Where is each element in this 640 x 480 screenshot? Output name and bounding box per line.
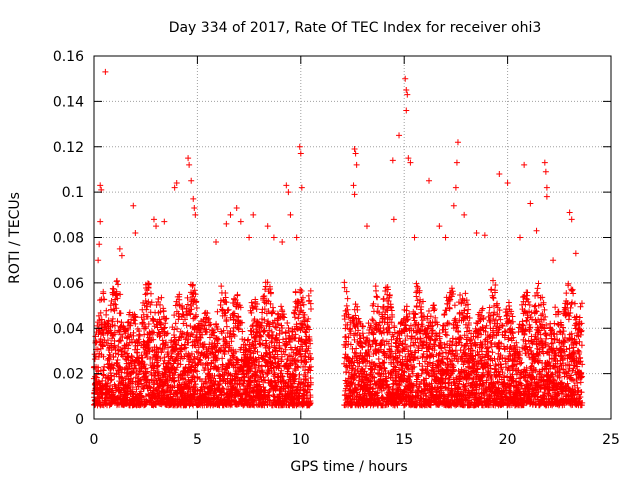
data-point — [436, 223, 443, 230]
data-point — [227, 211, 234, 218]
data-point — [132, 229, 139, 236]
x-tick-label: 10 — [292, 432, 310, 448]
data-point — [351, 191, 358, 198]
data-point — [504, 180, 511, 187]
data-point — [150, 216, 157, 223]
data-point — [403, 107, 410, 114]
y-tick-label: 0.16 — [53, 49, 84, 65]
data-point — [389, 157, 396, 164]
y-tick-label: 0.1 — [62, 185, 84, 201]
data-point — [298, 184, 305, 191]
y-tick-label: 0.06 — [53, 276, 84, 292]
data-point — [527, 200, 534, 207]
data-point — [566, 209, 573, 216]
data-point — [450, 202, 457, 209]
data-point — [188, 177, 195, 184]
data-point — [363, 223, 370, 230]
axis-ticks: 0 5 10 15 20 25 0 0.02 0.04 0.06 0.08 0.1 0.12 0.14 0.… — [53, 49, 620, 448]
x-tick-label: 15 — [395, 432, 413, 448]
data-point — [250, 211, 257, 218]
data-point — [352, 150, 359, 157]
data-point — [130, 202, 137, 209]
data-point — [403, 87, 410, 94]
data-point — [283, 182, 290, 189]
data-point — [426, 177, 433, 184]
data-point — [191, 205, 198, 212]
x-axis-title: GPS time / hours — [290, 459, 407, 475]
data-point — [95, 257, 102, 264]
data-point — [287, 211, 294, 218]
data-point — [213, 239, 220, 246]
x-tick-label: 20 — [499, 432, 517, 448]
x-tick-label: 25 — [602, 432, 620, 448]
data-point — [96, 241, 103, 248]
data-point — [351, 146, 358, 153]
data-point — [496, 170, 503, 177]
data-point — [171, 184, 178, 191]
data-point — [116, 245, 123, 252]
data-point — [350, 182, 357, 189]
data-point — [190, 195, 197, 202]
data-point — [473, 229, 480, 236]
y-tick-label: 0.08 — [53, 231, 84, 247]
data-point — [543, 193, 550, 200]
data-point — [102, 68, 109, 75]
data-point — [521, 161, 528, 168]
data-point — [353, 161, 360, 168]
data-point — [97, 182, 104, 189]
x-tick-label: 0 — [90, 432, 99, 448]
data-point — [396, 132, 403, 139]
data-point — [404, 91, 411, 98]
data-point — [296, 143, 303, 150]
data-point — [297, 150, 304, 157]
dense-data-markers — [90, 277, 586, 409]
data-point — [541, 159, 548, 166]
y-tick-label: 0.12 — [53, 140, 84, 156]
data-point — [402, 75, 409, 82]
data-point — [173, 180, 180, 187]
data-point — [481, 232, 488, 239]
data-point — [237, 218, 244, 225]
data-points — [90, 68, 586, 409]
data-point — [186, 161, 193, 168]
y-axis-title: ROTI / TECUs — [7, 192, 23, 284]
data-point — [153, 223, 160, 230]
data-point — [233, 205, 240, 212]
data-point — [452, 184, 459, 191]
data-point — [550, 257, 557, 264]
data-point — [264, 223, 271, 230]
y-tick-label: 0.14 — [53, 94, 84, 110]
data-point — [390, 216, 397, 223]
data-point — [411, 234, 418, 241]
data-point — [442, 234, 449, 241]
data-point — [517, 234, 524, 241]
data-point — [185, 155, 192, 162]
data-point — [161, 218, 168, 225]
data-point — [246, 234, 253, 241]
chart-title: Day 334 of 2017, Rate Of TEC Index for r… — [169, 20, 542, 36]
data-point — [461, 211, 468, 218]
data-point — [568, 216, 575, 223]
x-tick-label: 5 — [193, 432, 202, 448]
data-point — [407, 159, 414, 166]
data-point — [533, 227, 540, 234]
y-tick-label: 0 — [75, 412, 84, 428]
data-point — [572, 250, 579, 257]
data-point — [293, 234, 300, 241]
y-tick-label: 0.04 — [53, 321, 84, 337]
data-point — [192, 211, 199, 218]
data-point — [279, 239, 286, 246]
data-point — [405, 155, 412, 162]
data-point — [223, 220, 230, 227]
data-point — [270, 234, 277, 241]
data-point — [97, 218, 104, 225]
data-point — [453, 159, 460, 166]
data-point — [118, 252, 125, 259]
y-tick-label: 0.02 — [53, 367, 84, 383]
data-point — [454, 139, 461, 146]
data-point — [542, 168, 549, 175]
data-point — [285, 189, 292, 196]
data-point — [543, 184, 550, 191]
